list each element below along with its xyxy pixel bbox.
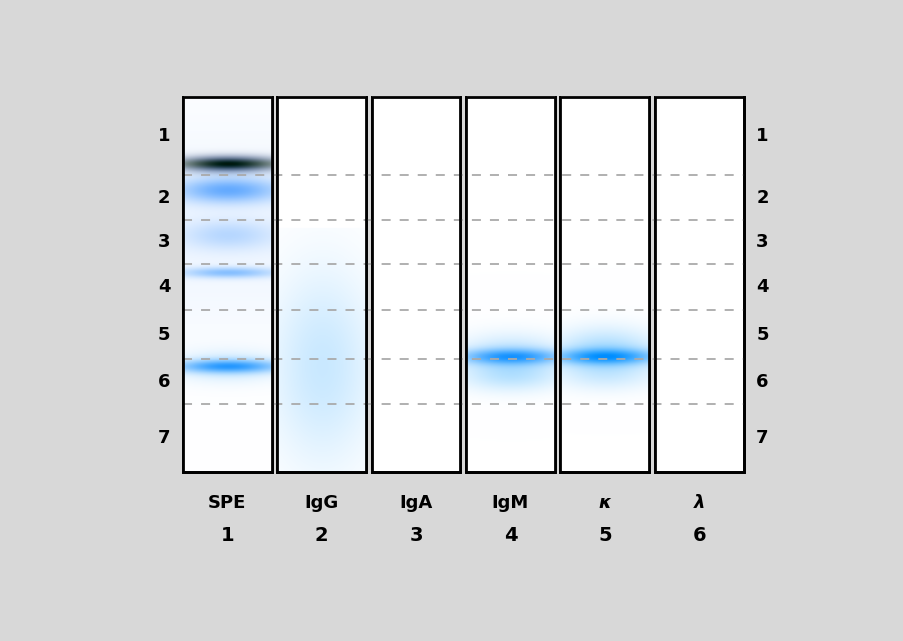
- FancyBboxPatch shape: [654, 97, 743, 472]
- Text: 6: 6: [756, 373, 768, 391]
- FancyBboxPatch shape: [466, 97, 554, 472]
- Text: 7: 7: [158, 429, 170, 447]
- Text: 4: 4: [503, 526, 517, 545]
- Text: 3: 3: [756, 233, 768, 251]
- Text: 1: 1: [220, 526, 234, 545]
- FancyBboxPatch shape: [371, 97, 460, 472]
- Text: 3: 3: [409, 526, 423, 545]
- Text: 1: 1: [756, 127, 768, 145]
- Text: λ: λ: [693, 494, 704, 512]
- Text: IgG: IgG: [304, 494, 339, 512]
- Text: IgM: IgM: [491, 494, 528, 512]
- FancyBboxPatch shape: [182, 97, 272, 472]
- Text: 4: 4: [158, 278, 170, 296]
- Text: 5: 5: [158, 326, 170, 344]
- Text: SPE: SPE: [208, 494, 247, 512]
- Text: 2: 2: [158, 189, 170, 207]
- Text: 6: 6: [692, 526, 705, 545]
- Text: 2: 2: [756, 189, 768, 207]
- Text: 3: 3: [158, 233, 170, 251]
- Text: 4: 4: [756, 278, 768, 296]
- FancyBboxPatch shape: [277, 97, 366, 472]
- Text: 5: 5: [598, 526, 611, 545]
- Text: κ: κ: [598, 494, 610, 512]
- Text: IgA: IgA: [399, 494, 433, 512]
- Text: 2: 2: [314, 526, 328, 545]
- Text: 7: 7: [756, 429, 768, 447]
- Text: 6: 6: [158, 373, 170, 391]
- Text: 5: 5: [756, 326, 768, 344]
- FancyBboxPatch shape: [560, 97, 648, 472]
- Text: 1: 1: [158, 127, 170, 145]
